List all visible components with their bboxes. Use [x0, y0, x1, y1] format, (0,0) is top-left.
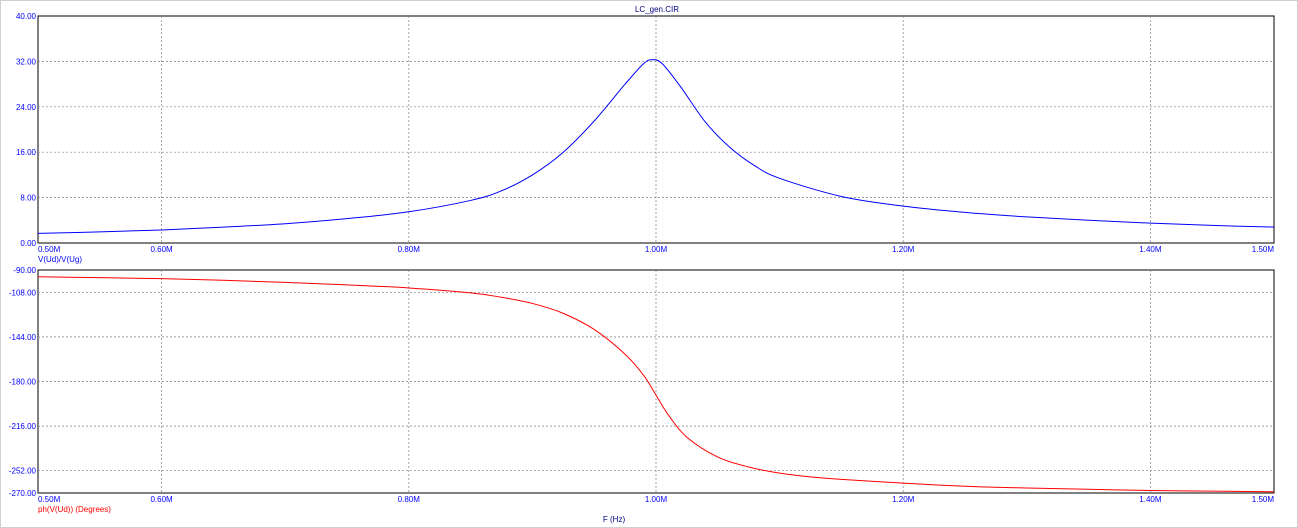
mag-x-tick-label: 0.80M — [398, 245, 421, 254]
mag-x-tick-label: 1.40M — [1139, 245, 1162, 254]
phase-y-tick-label: -252.00 — [9, 467, 37, 476]
phase-y-tick-label: -90.00 — [13, 266, 36, 275]
phase-x-tick-label: 1.40M — [1139, 495, 1162, 504]
phase-x-tick-label: 0.50M — [38, 495, 61, 504]
magnitude-plot: 0.50M 0.60M 0.80M 1.00M 1.20M 1.40M 1.50M 40.00… — [16, 12, 1275, 254]
phase-x-tick-label: 0.80M — [398, 495, 421, 504]
phase-x-tick-label: 1.50M — [1252, 495, 1275, 504]
phase-y-tick-label: -144.00 — [9, 333, 37, 342]
phase-plot: 0.50M 0.60M 0.80M 1.00M 1.20M 1.40M 1.50M -90.0… — [9, 266, 1275, 504]
mag-x-tick-label: 0.50M — [38, 245, 61, 254]
mag-y-tick-label: 32.00 — [16, 57, 37, 66]
phase-x-tick-label: 1.20M — [892, 495, 915, 504]
mag-x-tick-label: 1.50M — [1252, 245, 1275, 254]
mag-y-tick-label: 24.00 — [16, 103, 37, 112]
mag-y-tick-label: 8.00 — [20, 194, 36, 203]
mag-y-tick-label: 16.00 — [16, 148, 37, 157]
phase-x-tick-label: 1.00M — [645, 495, 668, 504]
chart-title: LC_gen.CIR — [635, 5, 679, 14]
mag-y-tick-label: 40.00 — [16, 12, 37, 21]
mag-x-tick-label: 0.60M — [150, 245, 173, 254]
magnitude-series-label: V(Ud)/V(Ug) — [38, 255, 82, 264]
mag-x-tick-label: 1.00M — [645, 245, 668, 254]
phase-series-label: ph(V(Ud)) (Degrees) — [38, 505, 111, 514]
phase-y-tick-label: -180.00 — [9, 378, 37, 387]
phase-y-tick-label: -216.00 — [9, 422, 37, 431]
phase-x-tick-label: 0.60M — [150, 495, 173, 504]
phase-series-line — [37, 276, 1275, 493]
mag-x-tick-label: 1.20M — [892, 245, 915, 254]
x-axis-label: F (Hz) — [603, 515, 626, 524]
phase-y-tick-label: -270.00 — [9, 489, 37, 498]
phase-y-tick-label: -108.00 — [9, 288, 37, 297]
mag-series-line — [37, 59, 1275, 234]
mag-y-tick-label: 0.00 — [20, 239, 36, 248]
